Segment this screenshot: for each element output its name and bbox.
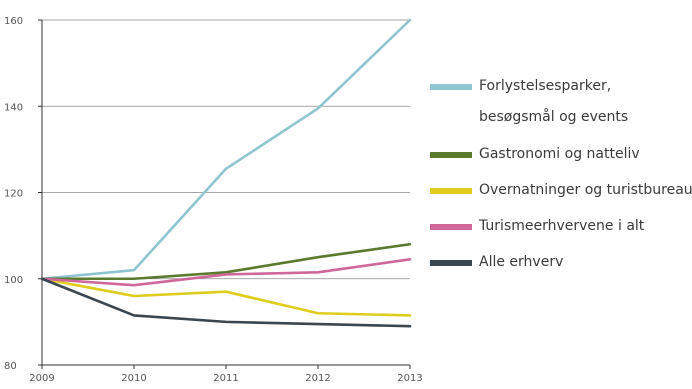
series-line-2 <box>40 277 412 317</box>
legend-swatch <box>430 84 472 90</box>
y-tick-label: 100 <box>4 275 23 286</box>
legend-label: besøgsmål og events <box>479 109 629 125</box>
legend-item: Overnatninger og turistbureauer <box>430 178 692 214</box>
x-tick-label: 2012 <box>305 373 330 384</box>
legend-label: Turismeerhvervene i alt <box>479 218 645 234</box>
x-tick-label: 2011 <box>213 373 238 384</box>
x-tick-label: 2010 <box>121 373 146 384</box>
series-line-3 <box>40 258 412 287</box>
legend-item: besøgsmål og events <box>430 109 692 142</box>
legend-label: Overnatninger og turistbureauer <box>479 182 692 198</box>
series-line-1 <box>40 242 412 281</box>
legend-item: Alle erhverv <box>430 250 692 286</box>
legend-label: Forlystelsesparker, <box>479 78 612 94</box>
y-tick-label: 120 <box>4 189 23 200</box>
legend-label: Alle erhverv <box>479 254 564 270</box>
legend-item: Forlystelsesparker, <box>430 74 692 110</box>
legend-swatch <box>430 224 472 230</box>
series-line-4 <box>40 277 412 328</box>
legend-item: Turismeerhvervene i alt <box>430 214 692 250</box>
legend-swatch <box>430 260 472 266</box>
legend-swatch <box>430 152 472 158</box>
legend-swatch <box>430 188 472 194</box>
x-tick-label: 2009 <box>29 373 54 384</box>
legend-label: Gastronomi og natteliv <box>479 146 640 162</box>
y-tick-label: 80 <box>4 361 17 372</box>
series-line-0 <box>40 18 412 281</box>
y-tick-label: 140 <box>4 102 23 113</box>
chart-legend: Forlystelsesparker, besøgsmål og events Ga… <box>430 74 692 286</box>
legend-item: Gastronomi og natteliv <box>430 142 692 178</box>
x-tick-label: 2013 <box>397 373 422 384</box>
y-tick-label: 160 <box>4 16 23 27</box>
